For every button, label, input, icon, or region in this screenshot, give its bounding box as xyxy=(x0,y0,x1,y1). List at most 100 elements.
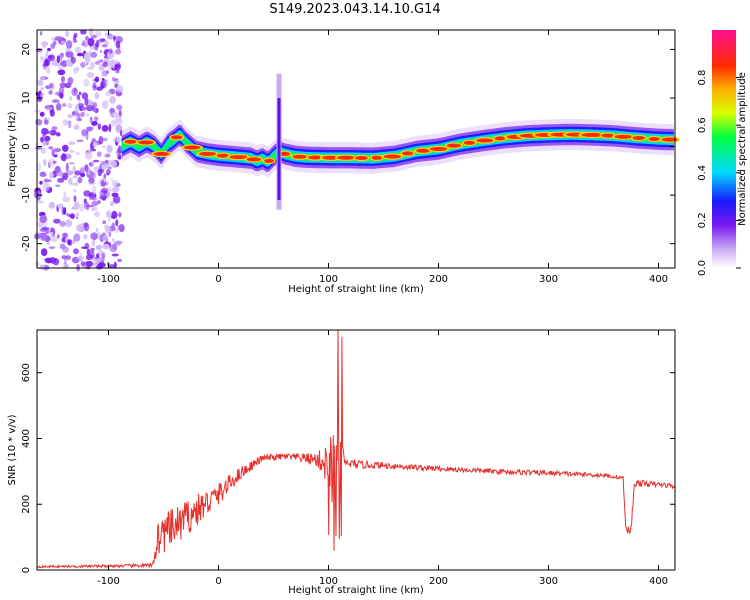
spectrogram-noise-blob xyxy=(117,225,123,230)
spectrogram-noise-blob xyxy=(108,186,112,194)
spectrogram-noise-blob xyxy=(92,82,97,91)
spectrogram-noise-blob xyxy=(85,260,94,267)
spectrogram-y-axis-label: Frequency (Hz) xyxy=(7,111,18,187)
spectrogram-noise-blob xyxy=(47,242,50,246)
spectrogram-noise-blob xyxy=(108,59,117,68)
colorbar-tick-label: 0.6 xyxy=(697,117,708,133)
spectrogram-noise-blob xyxy=(74,112,78,121)
spectrogram-noise-blob xyxy=(102,61,109,68)
spectrogram-noise-blob xyxy=(52,160,57,164)
spectrogram-noise-blob xyxy=(56,132,61,137)
spectrogram-noise-blob xyxy=(55,102,62,111)
spectrogram-noise-blob xyxy=(76,139,84,143)
spectrogram-noise-blob xyxy=(76,94,81,101)
spectrogram-noise-blob xyxy=(48,90,53,95)
spectrogram-noise-blob xyxy=(40,92,45,99)
spectrogram-noise-blob xyxy=(110,178,114,181)
spectrogram-noise-blob xyxy=(115,124,123,133)
spectrogram-noise-blob xyxy=(75,216,79,220)
spectrogram-x-tick-label: 200 xyxy=(429,274,448,285)
spectrogram-noise-blob xyxy=(109,107,116,114)
spectrogram-noise-blob xyxy=(49,172,54,179)
spectrogram-noise-blob xyxy=(95,228,99,233)
spectrogram-noise-blob xyxy=(88,27,94,37)
spectrogram-noise-blob xyxy=(108,48,113,54)
spectrogram-noise-blob xyxy=(50,43,56,49)
spectrogram-noise-blob xyxy=(78,91,82,95)
spectrogram-noise-blob xyxy=(99,81,107,89)
spectrogram-noise-blob xyxy=(102,137,108,142)
spectrogram-noise-blob xyxy=(107,33,114,40)
spectrogram-noise-blob xyxy=(94,116,99,122)
spectrogram-red-spot xyxy=(476,138,494,143)
spectrogram-noise-blob xyxy=(101,124,109,132)
spectrogram-noise-blob xyxy=(102,220,107,225)
spectrogram-noise-blob xyxy=(73,32,78,38)
snr-line xyxy=(37,330,675,569)
spectrogram-y-tick-label: -20 xyxy=(21,236,32,252)
spectrogram-y-tick-label: 10 xyxy=(21,92,32,105)
spectrogram-noise-blob xyxy=(65,255,71,261)
spectrogram-red-spot xyxy=(463,140,475,145)
colorbar-tick-label: 0.2 xyxy=(697,212,708,228)
spectrogram-noise-blob xyxy=(116,117,123,125)
spectrogram-noise-blob xyxy=(97,39,103,44)
spectrogram-noise-blob xyxy=(83,233,88,240)
spectrogram-noise-blob xyxy=(109,201,115,207)
spectrogram-noise-blob xyxy=(55,170,64,177)
spectrogram-noise-blob xyxy=(51,126,58,130)
spectrogram-noise-blob xyxy=(92,239,95,247)
spectrogram-noise-blob xyxy=(80,111,85,118)
spectrogram-noise-blob xyxy=(88,128,92,132)
spectrogram-noise-blob xyxy=(39,232,47,239)
spectrogram-x-tick-label: 100 xyxy=(319,274,338,285)
spectrogram-noise-blob xyxy=(67,76,74,85)
colorbar-tick-label: 0.4 xyxy=(697,165,708,181)
spectrogram-red-spot xyxy=(292,154,308,159)
spectrogram-noise-blob xyxy=(104,225,111,234)
spectrogram-noise-blob xyxy=(69,149,75,153)
spectrogram-noise-blob xyxy=(90,61,96,68)
spectrogram-noise-blob xyxy=(72,39,78,43)
spectrogram-noise-blob xyxy=(111,253,119,257)
spectrogram-noise-blob xyxy=(39,264,45,271)
spectrogram-noise-blob xyxy=(111,112,119,118)
spectrogram-noise-blob xyxy=(67,239,72,246)
spectrogram-noise-blob xyxy=(69,213,75,220)
spectrogram-noise-blob xyxy=(86,72,95,78)
spectrogram-noise-blob xyxy=(105,210,112,218)
spectrogram-noise-blob xyxy=(76,52,84,57)
spectrogram-noise-blob xyxy=(59,82,67,88)
snr-x-tick-label: 200 xyxy=(429,576,448,587)
spectrogram-noise-blob xyxy=(98,59,104,63)
snr-x-tick-label: 100 xyxy=(319,576,338,587)
spectrogram-noise-blob xyxy=(41,128,49,135)
spectrogram-noise-blob xyxy=(65,162,69,172)
spectrogram-noise-blob xyxy=(65,236,69,243)
spectrogram-noise-blob xyxy=(61,206,65,216)
spectrogram-noise-blob xyxy=(76,118,83,122)
spectrogram-noise-blob xyxy=(58,86,65,95)
spectrogram-noise-blob xyxy=(72,175,78,179)
spectrogram-noise-blob xyxy=(117,145,122,154)
colorbar-tick-label: 0.8 xyxy=(697,70,708,86)
spectrogram-noise-blob xyxy=(111,222,116,231)
spectrogram-noise-blob xyxy=(68,177,73,185)
spectrogram-red-spot xyxy=(216,153,229,158)
spectrogram-noise-blob xyxy=(57,234,60,239)
spectrogram-noise-blob xyxy=(79,252,83,259)
spectrogram-noise-blob xyxy=(40,87,45,91)
snr-y-tick-label: 0 xyxy=(21,567,32,573)
spectrogram-noise-blob xyxy=(93,102,98,108)
spectrogram-red-spot xyxy=(183,145,201,150)
spectrogram-red-spot xyxy=(153,151,170,156)
spectrogram-noise-blob xyxy=(108,166,112,170)
spectrogram-noise-blob xyxy=(101,44,108,48)
spectrogram-noise-blob xyxy=(56,55,61,64)
spectrogram-noise-blob xyxy=(97,168,103,177)
spectrogram-noise-blob xyxy=(88,161,95,167)
spectrogram-noise-blob xyxy=(115,219,119,227)
spectrogram-noise-blob xyxy=(115,40,121,49)
spectrogram-noise-blob xyxy=(62,232,68,238)
spectrogram-noise-blob xyxy=(111,238,115,242)
